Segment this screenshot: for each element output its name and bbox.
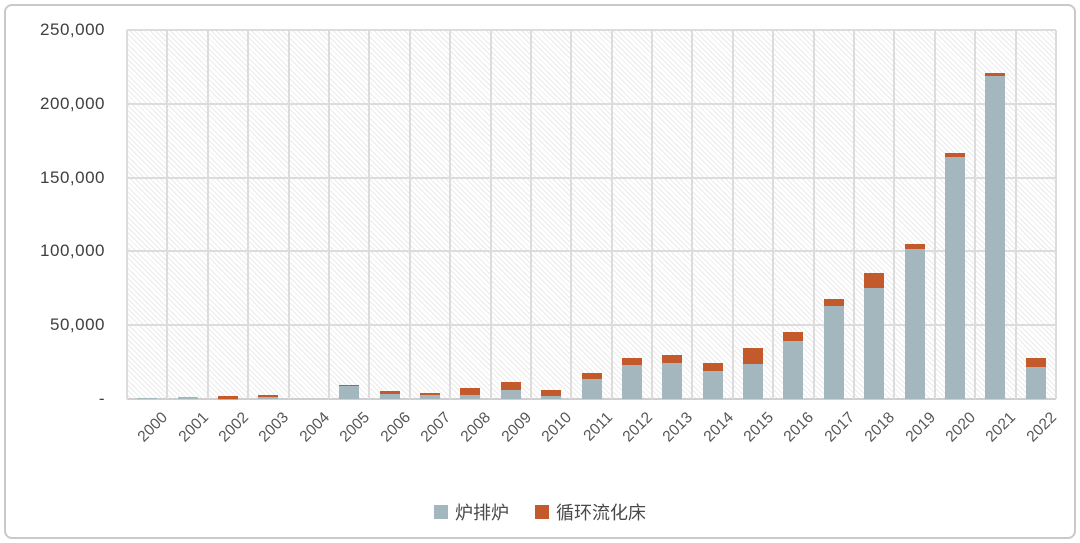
y-tick-label: 50,000: [50, 315, 105, 335]
gridline-250000: [127, 29, 1056, 31]
bar-2008-循环流化床: [460, 388, 481, 396]
legend-item-cfb: 循环流化床: [535, 499, 646, 525]
gridline-vertical: [974, 30, 976, 399]
bar-2008-炉排炉: [460, 395, 481, 399]
gridline-0: [127, 398, 1056, 400]
gridline-vertical: [651, 30, 653, 399]
bar-2007-循环流化床: [419, 393, 440, 396]
bar-2014-炉排炉: [702, 370, 723, 399]
bar-2019-炉排炉: [904, 249, 925, 399]
bar-2013-炉排炉: [662, 363, 683, 399]
bar-2019-循环流化床: [904, 243, 925, 250]
bar-2020-炉排炉: [945, 156, 966, 399]
y-tick-label: 200,000: [40, 93, 105, 113]
bar-2006-炉排炉: [379, 393, 400, 399]
bar-2002-循环流化床: [217, 395, 238, 399]
bar-2005-炉排炉: [339, 386, 360, 399]
gridline-vertical: [126, 30, 128, 399]
gridline-100000: [127, 250, 1056, 253]
bar-2016-炉排炉: [783, 340, 804, 399]
bar-2003-循环流化床: [258, 394, 279, 397]
bar-2003-炉排炉: [258, 396, 279, 399]
gridline-vertical: [813, 30, 815, 399]
gridline-150000: [127, 176, 1056, 179]
gridline-vertical: [853, 30, 855, 399]
bar-2012-循环流化床: [621, 357, 642, 366]
gridline-200000: [127, 102, 1056, 105]
bar-2022-炉排炉: [1025, 367, 1046, 399]
gridline-vertical: [166, 30, 168, 399]
gridline-vertical: [570, 30, 572, 399]
gridline-vertical: [934, 30, 936, 399]
bar-2013-循环流化床: [662, 355, 683, 364]
bar-2021-炉排炉: [985, 76, 1006, 399]
bar-2021-循环流化床: [985, 72, 1006, 77]
bar-2015-炉排炉: [743, 364, 764, 399]
bar-2017-循环流化床: [823, 299, 844, 307]
bar-2006-循环流化床: [379, 391, 400, 394]
y-tick-label: 100,000: [40, 241, 105, 261]
gridline-vertical: [449, 30, 451, 399]
gridline-vertical: [1055, 30, 1057, 399]
gridline-vertical: [772, 30, 774, 399]
bar-2018-循环流化床: [864, 272, 885, 288]
gridline-vertical: [530, 30, 532, 399]
bar-2015-循环流化床: [743, 348, 764, 365]
gridline-vertical: [409, 30, 411, 399]
bar-2000-炉排炉: [137, 398, 158, 399]
gridline-vertical: [368, 30, 370, 399]
legend-label-cfb: 循环流化床: [556, 503, 646, 523]
gridline-50000: [127, 324, 1056, 327]
bar-2011-炉排炉: [581, 379, 602, 399]
y-tick-label: 250,000: [40, 20, 105, 39]
y-tick-label: -: [98, 389, 105, 408]
gridline-vertical: [611, 30, 613, 399]
bar-2005-循环流化床: [339, 384, 360, 387]
gridline-vertical: [207, 30, 209, 399]
bar-2017-炉排炉: [823, 306, 844, 399]
bar-2010-循环流化床: [541, 389, 562, 397]
bar-2001-炉排炉: [177, 397, 198, 399]
bar-2012-炉排炉: [621, 365, 642, 399]
gridline-vertical: [490, 30, 492, 399]
bar-2018-炉排炉: [864, 287, 885, 399]
y-tick-label: 150,000: [40, 167, 105, 187]
bar-2010-炉排炉: [541, 396, 562, 399]
bar-2014-循环流化床: [702, 363, 723, 371]
legend-label-grate-furnace: 炉排炉: [455, 503, 509, 523]
bar-2009-炉排炉: [500, 390, 521, 399]
gridline-vertical: [288, 30, 290, 399]
bar-2011-循环流化床: [581, 373, 602, 380]
gridline-vertical: [1015, 30, 1017, 399]
gridline-vertical: [691, 30, 693, 399]
gridline-vertical: [328, 30, 330, 399]
gridline-vertical: [247, 30, 249, 399]
legend-swatch-grate-furnace: [434, 505, 448, 519]
legend: 炉排炉 循环流化床: [0, 499, 1080, 525]
gridline-vertical: [732, 30, 734, 399]
legend-item-grate-furnace: 炉排炉: [434, 499, 509, 525]
bar-2007-炉排炉: [419, 395, 440, 399]
bar-2009-循环流化床: [500, 381, 521, 391]
bar-2016-循环流化床: [783, 331, 804, 341]
plot-area: [126, 29, 1057, 400]
bar-2020-循环流化床: [945, 152, 966, 157]
bar-2022-循环流化床: [1025, 358, 1046, 368]
legend-swatch-cfb: [535, 505, 549, 519]
gridline-vertical: [893, 30, 895, 399]
